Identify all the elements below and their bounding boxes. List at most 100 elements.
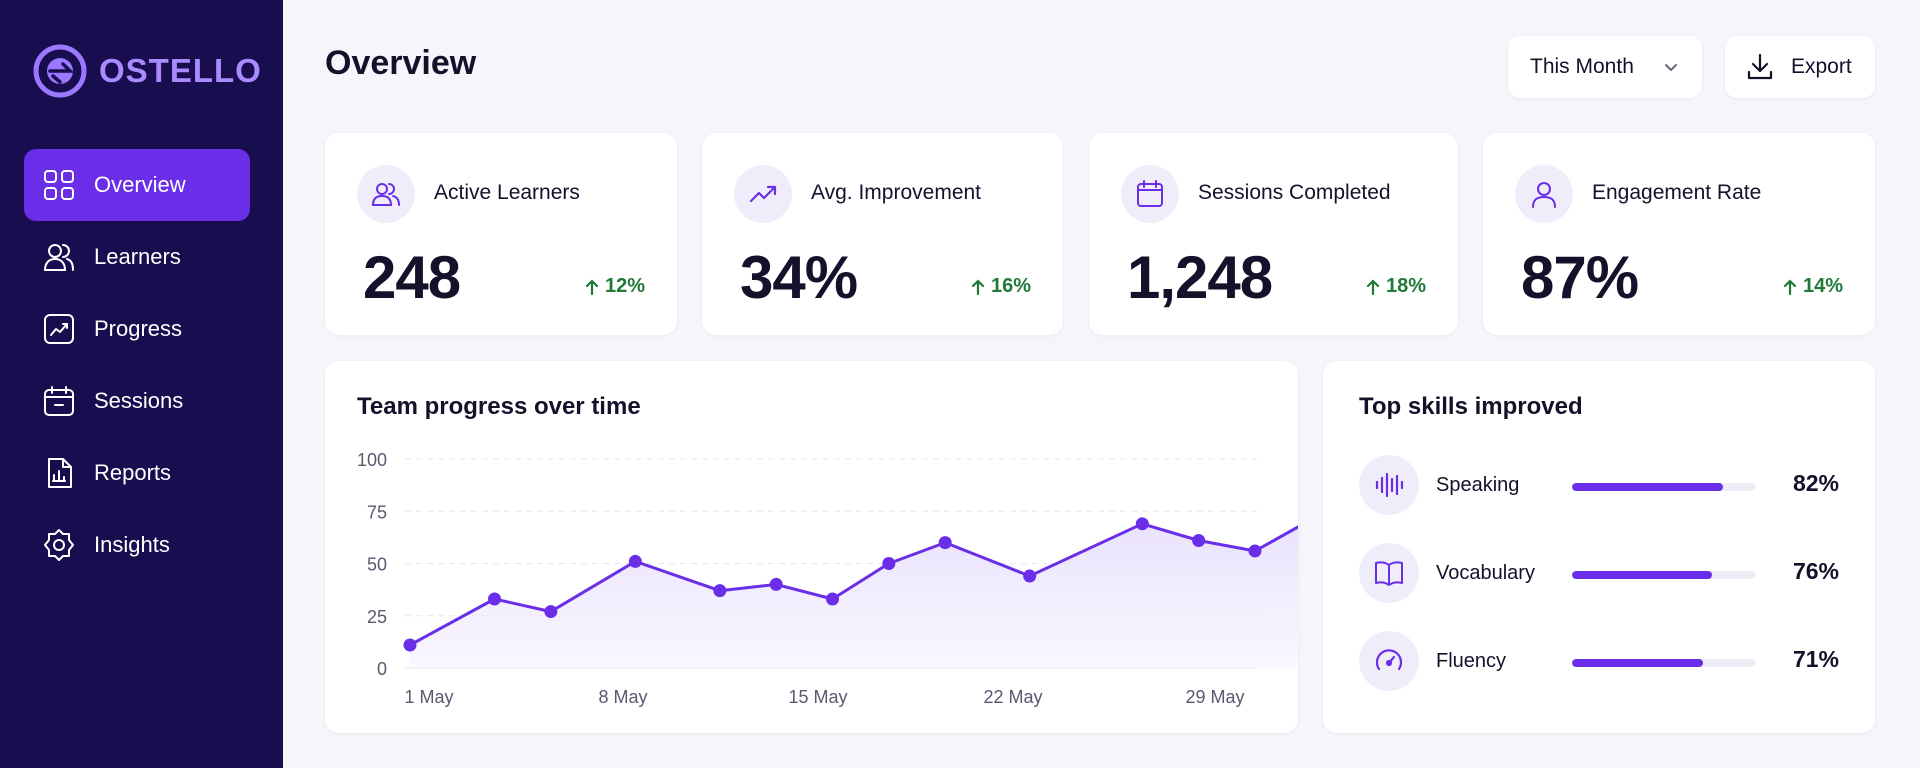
- skill-progress-fill: [1572, 571, 1712, 579]
- skill-name: Fluency: [1436, 650, 1507, 672]
- report-icon: [48, 458, 72, 488]
- stat-delta-value: 14%: [1802, 275, 1843, 297]
- page-title: Overview: [325, 44, 477, 82]
- sidebar-item-reports[interactable]: Reports: [24, 437, 250, 509]
- stat-icon: [1121, 165, 1179, 223]
- stat-card-active-learners: Active Learners 248 12%: [325, 133, 677, 335]
- data-point[interactable]: [1135, 517, 1149, 531]
- insights-gear-icon: [44, 529, 74, 561]
- data-point[interactable]: [403, 638, 417, 652]
- skill-progress-fill: [1572, 659, 1703, 667]
- sidebar-item-sessions[interactable]: Sessions: [24, 365, 250, 437]
- skill-row-fluency: Fluency 71%: [1359, 631, 1839, 693]
- skill-icon: [1359, 631, 1419, 691]
- arrow-up-icon: [1366, 278, 1380, 295]
- chevron-down-icon: [1665, 64, 1677, 72]
- chart-title: Team progress over time: [357, 393, 641, 420]
- stat-label: Active Learners: [434, 181, 580, 204]
- y-tick-label: 75: [367, 502, 387, 522]
- data-point[interactable]: [628, 554, 642, 568]
- data-point[interactable]: [938, 536, 952, 550]
- period-select[interactable]: This Month: [1508, 36, 1702, 98]
- arrow-up-icon: [1783, 278, 1797, 295]
- data-point[interactable]: [544, 605, 558, 619]
- team-progress-card: Team progress over time 0 25 50 75 100 1 May…: [325, 361, 1298, 733]
- y-tick-label: 25: [367, 607, 387, 627]
- data-point[interactable]: [826, 592, 839, 606]
- sidebar-item-progress[interactable]: Progress: [24, 293, 250, 365]
- stat-value: 34%: [740, 244, 858, 311]
- skill-name: Speaking: [1436, 474, 1520, 496]
- sidebar-item-label: Learners: [94, 244, 181, 269]
- stat-card-sessions-completed: Sessions Completed 1,248 18%: [1089, 133, 1458, 335]
- soundwave-icon: [1375, 472, 1404, 498]
- data-point[interactable]: [1248, 544, 1262, 558]
- sidebar-item-label: Overview: [94, 172, 186, 197]
- sidebar-item-label: Progress: [94, 316, 183, 341]
- skill-icon: [1359, 455, 1419, 515]
- skill-progress-track: [1572, 483, 1756, 491]
- calendar-icon: [44, 386, 74, 416]
- skill-percent: 71%: [1792, 646, 1839, 672]
- stat-delta: 16%: [969, 275, 1031, 298]
- skill-row-vocabulary: Vocabulary 76%: [1359, 543, 1839, 605]
- sidebar-item-insights[interactable]: Insights: [24, 509, 250, 581]
- skill-progress-fill: [1572, 483, 1723, 491]
- skill-percent: 76%: [1792, 558, 1839, 584]
- team-progress-chart: 0 25 50 75 100 1 May 8 May 15 May 22 May 29 May: [357, 450, 1298, 707]
- users-icon: [43, 244, 74, 271]
- stat-icon: [734, 165, 792, 223]
- stat-icon: [1515, 165, 1573, 223]
- sidebar-item-label: Reports: [94, 460, 172, 485]
- skill-progress-track: [1572, 659, 1756, 667]
- stat-delta: 18%: [1364, 275, 1426, 298]
- stat-delta: 12%: [583, 275, 645, 298]
- calendar-icon: [1137, 180, 1163, 207]
- data-point[interactable]: [713, 584, 727, 598]
- arrow-up-icon: [585, 278, 599, 295]
- stat-value: 248: [363, 244, 461, 311]
- x-tick-label: 22 May: [983, 687, 1042, 707]
- skill-progress-track: [1572, 571, 1756, 579]
- data-point[interactable]: [882, 557, 896, 570]
- ostello-logo-icon: [33, 44, 87, 98]
- gauge-icon: [1375, 649, 1403, 671]
- x-tick-label: 15 May: [788, 687, 847, 707]
- download-icon: [1747, 53, 1773, 80]
- grid-icon: [44, 170, 74, 200]
- book-icon: [1375, 561, 1403, 586]
- stat-icon: [357, 165, 415, 223]
- users-icon: [371, 183, 400, 206]
- skill-row-speaking: Speaking 82%: [1359, 455, 1839, 517]
- sidebar-item-overview[interactable]: Overview: [24, 149, 250, 221]
- data-point[interactable]: [1192, 534, 1206, 548]
- data-point[interactable]: [1023, 569, 1037, 583]
- sidebar-item-label: Insights: [94, 532, 170, 557]
- skill-percent: 82%: [1792, 470, 1839, 496]
- data-point[interactable]: [488, 592, 501, 606]
- sidebar: OSTELLO Overview Learners Progress: [0, 0, 283, 768]
- sidebar-item-label: Sessions: [94, 388, 184, 413]
- arrow-up-icon: [971, 278, 985, 295]
- stat-delta-value: 16%: [990, 275, 1031, 297]
- period-select-value: This Month: [1530, 55, 1634, 78]
- skill-icon: [1359, 543, 1419, 603]
- trend-up-icon: [749, 185, 777, 203]
- y-tick-label: 100: [357, 450, 387, 470]
- brand-logo[interactable]: OSTELLO: [33, 44, 262, 98]
- brand-name: OSTELLO: [99, 52, 262, 89]
- sidebar-item-learners[interactable]: Learners: [24, 221, 250, 293]
- stat-value: 1,248: [1127, 244, 1273, 311]
- sidebar-nav: Overview Learners Progress Sessions: [24, 149, 250, 581]
- x-tick-label: 29 May: [1185, 687, 1244, 707]
- stat-value: 87%: [1521, 244, 1639, 311]
- export-button[interactable]: Export: [1725, 36, 1875, 98]
- stat-delta: 14%: [1781, 275, 1843, 298]
- x-tick-label: 1 May: [404, 687, 453, 707]
- export-label: Export: [1791, 55, 1852, 78]
- data-point[interactable]: [769, 577, 783, 591]
- top-skills-card: Top skills improved Speaking 82% Vocabul…: [1323, 361, 1875, 733]
- skill-name: Vocabulary: [1436, 562, 1535, 584]
- stat-card-avg-improvement: Avg. Improvement 34% 16%: [702, 133, 1063, 335]
- y-tick-label: 50: [367, 555, 387, 575]
